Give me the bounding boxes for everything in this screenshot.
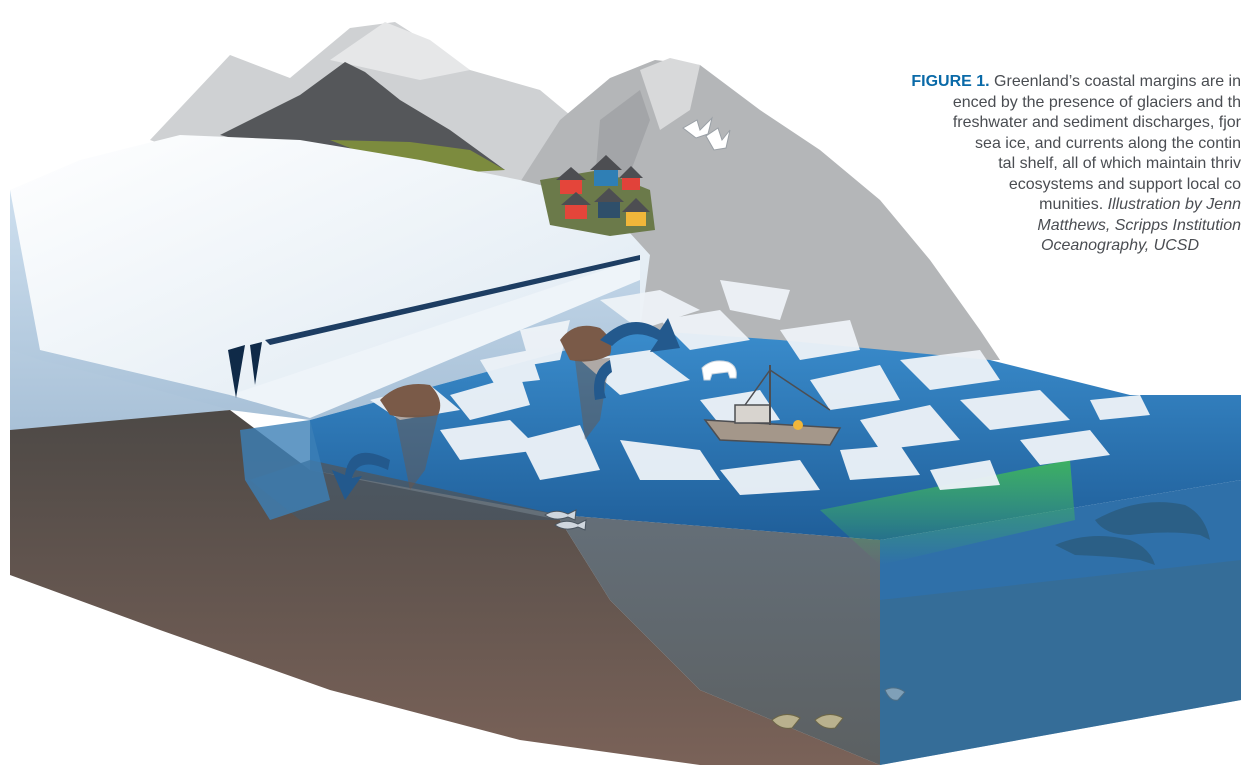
flatfish [771,687,906,729]
whale [1055,502,1210,565]
credit-line-2: Oceanography, UCSD [1041,237,1199,254]
caption-line-2: enced by the presence of glaciers and th [952,93,1241,111]
village [540,155,655,236]
caption-line-6: ecosystems and support local co [1008,175,1241,193]
phytoplankton-bloom [820,460,1075,565]
glacier [10,135,650,430]
seabirds [682,116,731,151]
current-arrows [332,318,680,500]
figure-label: FIGURE 1. [911,73,990,90]
caption-line-3: freshwater and sediment discharges, fjor [952,114,1241,131]
figure-caption: FIGURE 1. Greenland’s coastal margins ar… [750,72,1241,257]
caption-line-5: tal shelf, all of which maintain thriv [998,155,1241,172]
caption-line-4: sea ice, and currents along the contin [975,134,1241,152]
caption-line-7: munities. Illustration by Jenn [750,195,1241,216]
credit-line-1: Matthews, Scripps Institution [1037,216,1241,234]
caption-text-7: munities. [1039,196,1104,213]
illustration-credit: Illustration by Jenn [1103,196,1241,213]
seafloor [10,410,1241,765]
fishing-boat [703,365,842,446]
polar-bear [701,360,737,381]
fish [544,509,587,531]
caption-line-1: FIGURE 1. Greenland’s coastal margins ar… [750,72,1241,93]
caption-text-1: Greenland’s coastal margins are in [989,73,1241,90]
